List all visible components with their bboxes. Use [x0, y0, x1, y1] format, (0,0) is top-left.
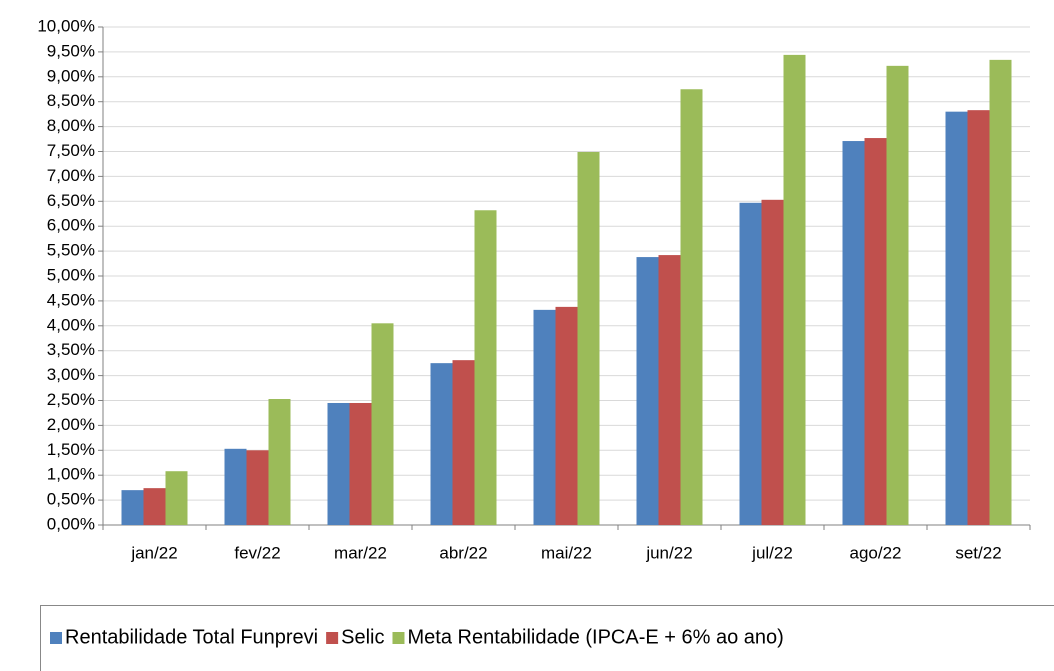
y-tick-label: 7,00%: [47, 166, 95, 185]
bar: [143, 488, 166, 525]
bar: [121, 490, 144, 525]
bar: [533, 309, 556, 525]
legend-swatch: [392, 632, 405, 644]
x-tick-label: ago/22: [850, 543, 902, 562]
y-tick-label: 5,50%: [47, 241, 95, 260]
bar: [349, 402, 372, 525]
y-tick-label: 1,00%: [47, 465, 95, 484]
x-tick-label: jul/22: [751, 543, 793, 562]
y-tick-label: 3,00%: [47, 365, 95, 384]
bar: [371, 323, 394, 525]
y-tick-label: 1,50%: [47, 440, 95, 459]
legend-label: Selic: [341, 626, 384, 648]
bar: [864, 138, 887, 525]
bar: [430, 363, 453, 525]
y-tick-label: 8,50%: [47, 91, 95, 110]
bar: [452, 360, 475, 525]
legend-label: Meta Rentabilidade (IPCA-E + 6% ao ano): [407, 626, 783, 648]
x-tick-label: jan/22: [130, 543, 177, 562]
bar: [680, 89, 703, 525]
y-tick-label: 10,00%: [37, 16, 95, 35]
bar: [224, 448, 247, 525]
legend-box: [40, 605, 1054, 671]
legend-swatch: [326, 632, 339, 644]
bar: [886, 65, 909, 526]
bar: [636, 257, 659, 525]
bar: [783, 54, 806, 525]
bar: [268, 399, 291, 525]
y-tick-label: 5,00%: [47, 265, 95, 284]
x-tick-label: set/22: [955, 543, 1001, 562]
bar: [967, 110, 990, 525]
y-tick-label: 2,50%: [47, 390, 95, 409]
bar: [246, 450, 269, 525]
bar: [739, 202, 762, 525]
y-tick-label: 0,00%: [47, 514, 95, 533]
bar: [761, 199, 784, 525]
y-tick-label: 0,50%: [47, 490, 95, 509]
y-tick-label: 3,50%: [47, 340, 95, 359]
bar: [842, 141, 865, 526]
bar: [474, 210, 497, 525]
y-tick-label: 4,50%: [47, 290, 95, 309]
legend-label: Rentabilidade Total Funprevi: [65, 626, 318, 648]
x-tick-label: mai/22: [541, 543, 592, 562]
bar: [658, 255, 681, 526]
legend-swatch: [50, 632, 62, 644]
y-tick-label: 9,00%: [47, 66, 95, 85]
x-tick-label: mar/22: [334, 543, 387, 562]
bar: [555, 306, 578, 525]
bar: [165, 471, 188, 525]
y-tick-label: 8,00%: [47, 116, 95, 135]
y-tick-label: 9,50%: [47, 41, 95, 60]
x-tick-label: jun/22: [645, 543, 692, 562]
bar: [327, 402, 350, 525]
x-tick-label: abr/22: [439, 543, 487, 562]
y-tick-label: 4,00%: [47, 315, 95, 334]
bar: [945, 111, 968, 525]
y-tick-label: 6,00%: [47, 216, 95, 235]
y-tick-label: 2,00%: [47, 415, 95, 434]
bar: [989, 59, 1012, 525]
y-tick-label: 7,50%: [47, 141, 95, 160]
y-tick-label: 6,50%: [47, 191, 95, 210]
x-tick-label: fev/22: [234, 543, 280, 562]
bar: [577, 151, 600, 526]
